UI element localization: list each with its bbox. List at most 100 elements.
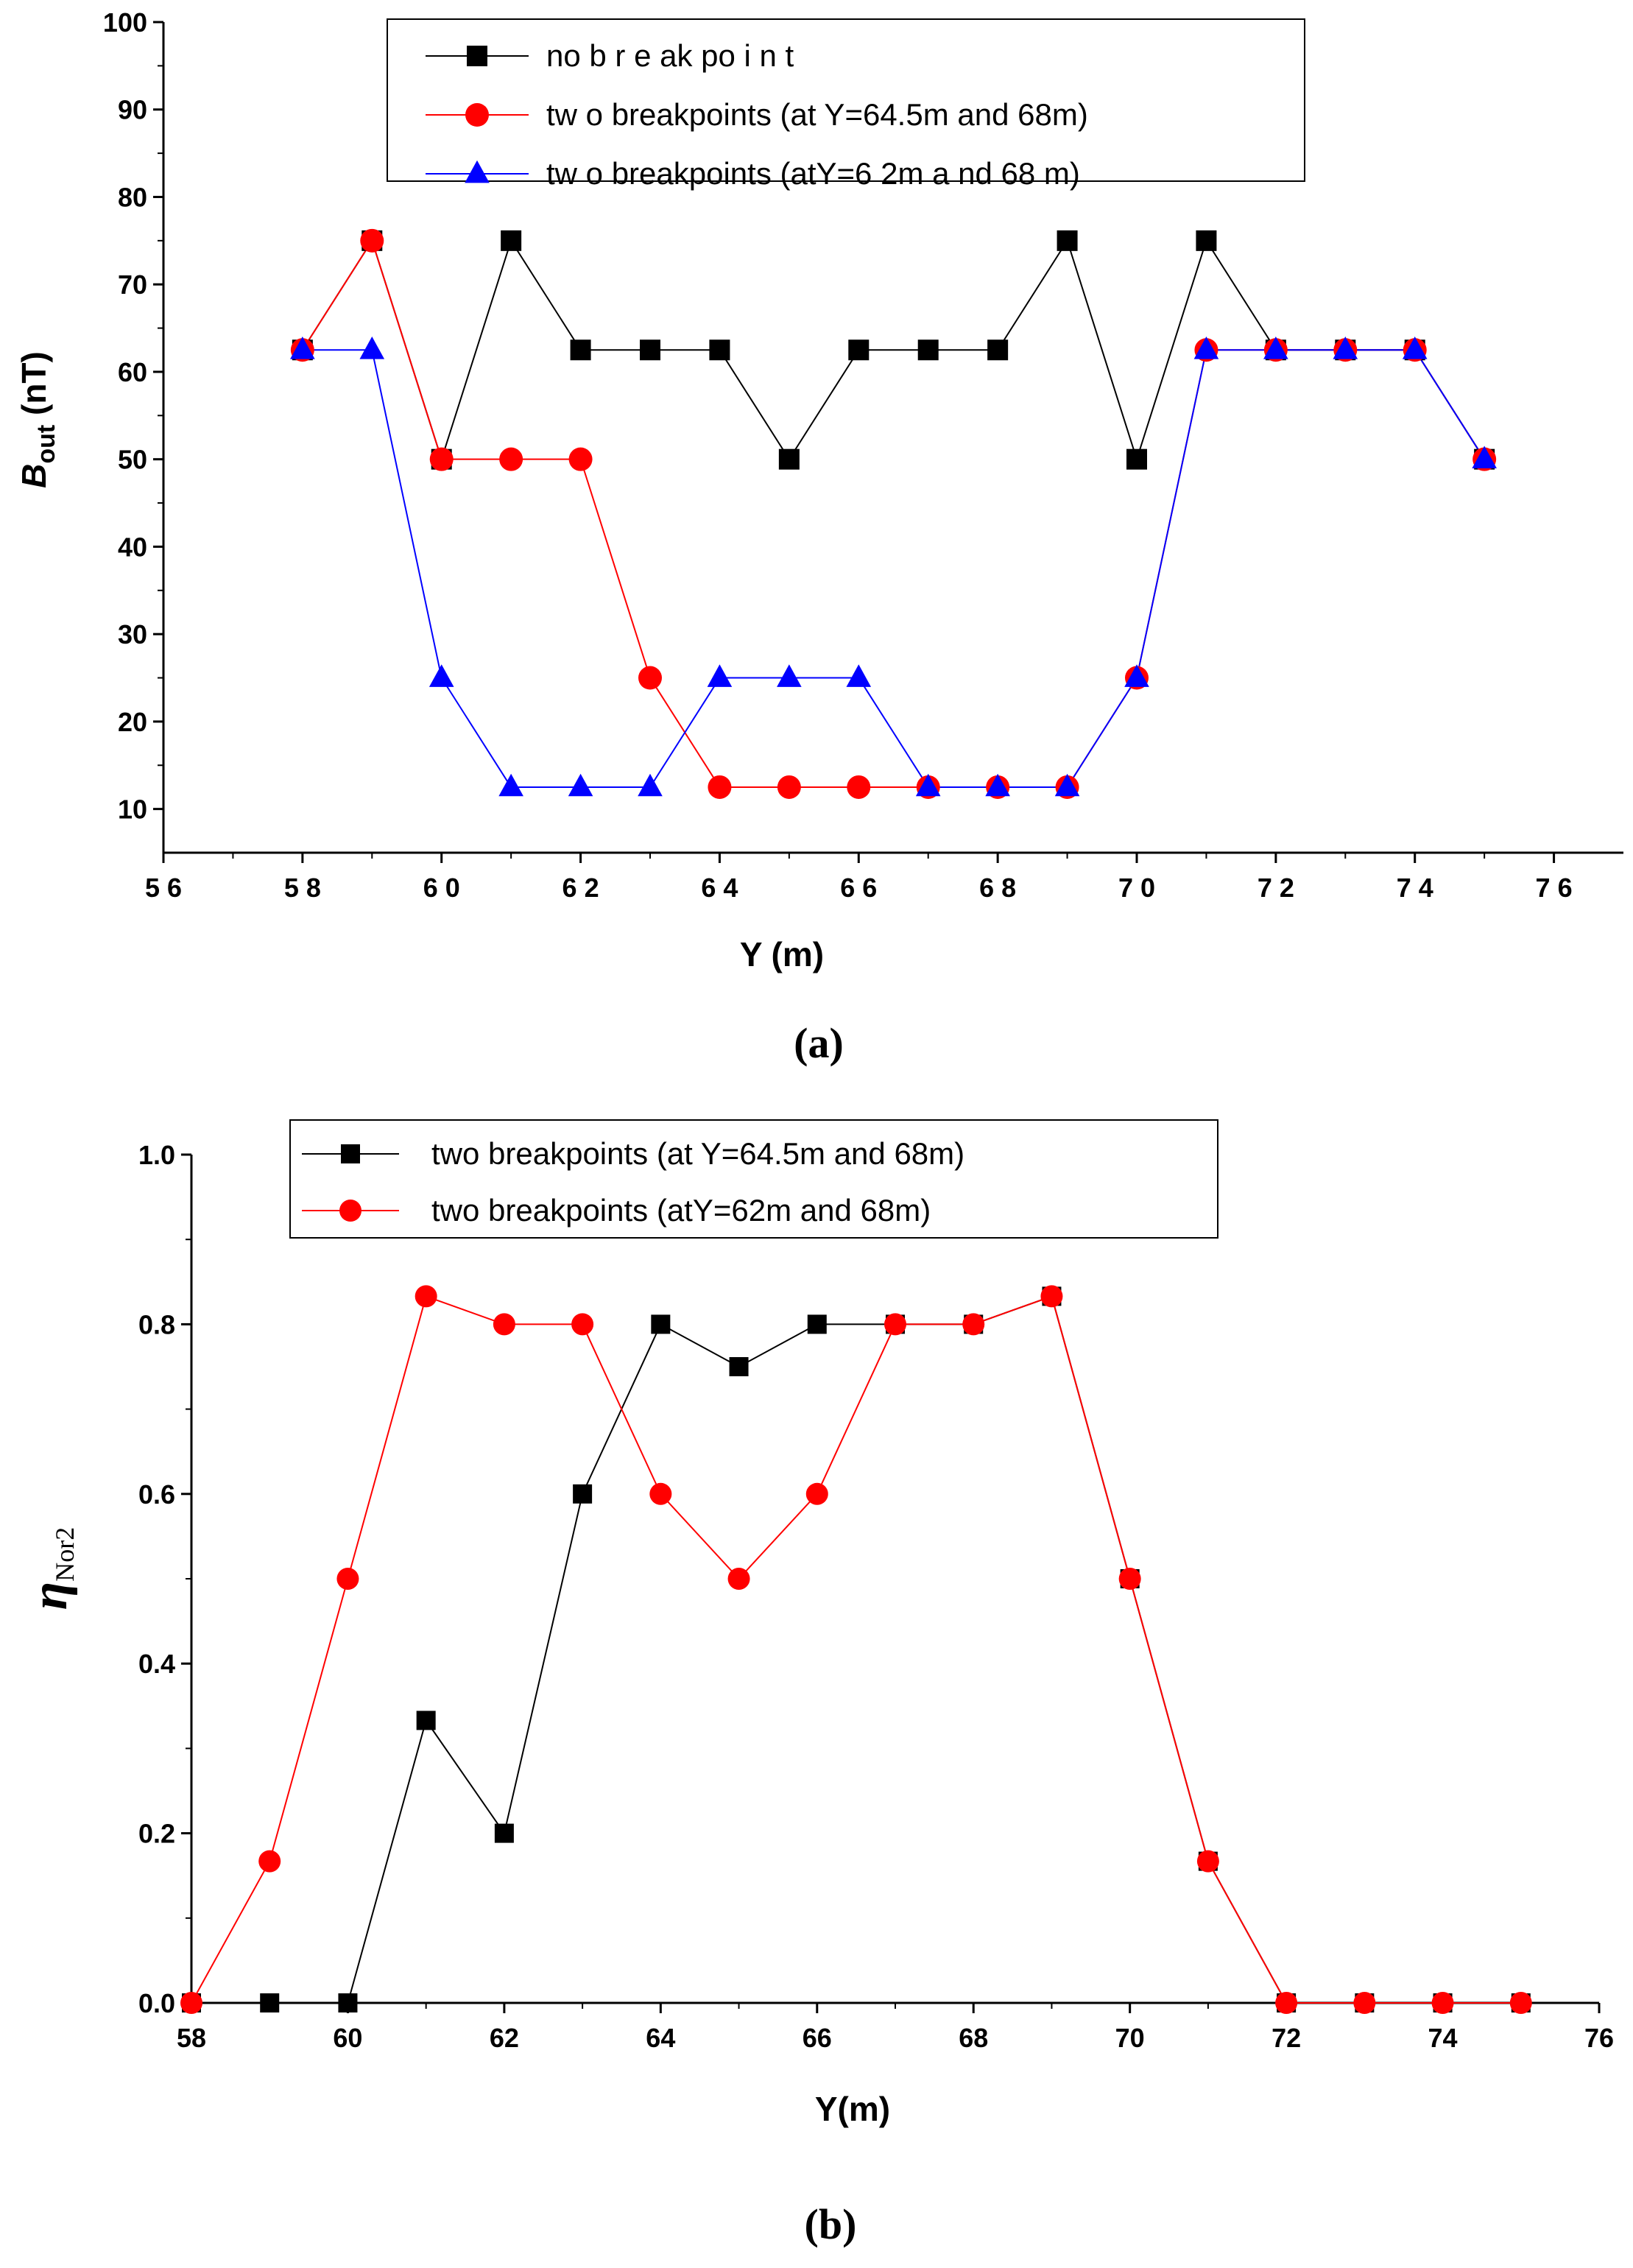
y-tick-label: 0.4 — [138, 1649, 175, 1679]
data-point-s2 — [1333, 337, 1358, 359]
y-tick-label: 80 — [118, 182, 147, 212]
x-tick-label: 7 6 — [1536, 873, 1573, 903]
data-point-s0 — [848, 339, 870, 361]
data-point-s0 — [570, 339, 591, 361]
data-point-s2 — [707, 664, 733, 687]
data-point-s1 — [649, 1482, 672, 1505]
axes-a — [162, 22, 1623, 854]
data-point-s0 — [778, 448, 800, 470]
y-tick-label: 50 — [118, 445, 147, 475]
y-tick-label: 40 — [118, 532, 147, 562]
data-point-s2 — [985, 773, 1010, 797]
series-b — [180, 1285, 1532, 2014]
data-point-s2 — [638, 773, 663, 797]
legend-label-0: no b r e ak po i n t — [546, 38, 794, 73]
data-point-s0 — [807, 1314, 827, 1334]
legend-b: two breakpoints (at Y=64.5m and 68m) two … — [289, 1119, 1218, 1239]
ticks-b: 58 60 62 64 66 68 70 72 74 76 0.0 0.2 0.4 0.6 0.8 1.0 — [138, 1140, 1614, 2053]
legend-label-1: tw o breakpoints (at Y=64.5m and 68m) — [546, 97, 1088, 132]
x-tick-label: 58 — [177, 2023, 206, 2053]
panel-label-b: (b) — [805, 2200, 857, 2248]
data-point-s1 — [1431, 1992, 1454, 2014]
x-tick-label: 6 0 — [423, 873, 460, 903]
x-axis-title-b: Y(m) — [815, 2090, 890, 2128]
data-point-s1 — [1118, 1568, 1141, 1590]
panel-label-a: (a) — [794, 1019, 844, 1067]
data-point-s2 — [1263, 337, 1288, 359]
data-point-s0 — [501, 230, 522, 251]
data-point-s1 — [805, 1482, 828, 1505]
legend-marker-1 — [339, 1200, 361, 1222]
data-point-s2 — [290, 337, 315, 359]
data-point-s1 — [429, 447, 454, 471]
x-tick-label: 70 — [1115, 2023, 1145, 2053]
chart-panel-b: 58 60 62 64 66 68 70 72 74 76 0.0 0.2 0.4 0.6 0.8 1.0 Y… — [21, 1119, 1614, 2248]
x-tick-label: 5 8 — [284, 873, 321, 903]
data-point-s1 — [1040, 1285, 1063, 1308]
y-axis-title-a-unit: (nT) — [15, 351, 53, 425]
data-point-s2 — [1402, 337, 1428, 359]
data-point-s1 — [415, 1285, 437, 1308]
y-axis-title-b-main: η — [21, 1582, 78, 1610]
data-point-s2 — [1054, 773, 1080, 797]
x-tick-label: 6 4 — [701, 873, 738, 903]
data-point-s1 — [1275, 1992, 1298, 2014]
y-tick-label: 60 — [118, 357, 147, 387]
legend-marker-0 — [341, 1144, 360, 1163]
data-point-s2 — [568, 773, 593, 797]
x-tick-label: 5 6 — [145, 873, 182, 903]
y-tick-label: 100 — [103, 7, 147, 38]
data-point-s1 — [1353, 1992, 1376, 2014]
data-point-s0 — [573, 1484, 593, 1504]
x-tick-label: 68 — [959, 2023, 988, 2053]
y-tick-label: 0.6 — [138, 1479, 175, 1510]
x-tick-label: 74 — [1428, 2023, 1458, 2053]
data-point-s1 — [708, 775, 732, 799]
data-point-s2 — [1193, 337, 1219, 359]
y-tick-label: 0.0 — [138, 1988, 175, 2018]
legend-marker-0 — [467, 46, 487, 66]
data-point-s1 — [499, 447, 523, 471]
x-tick-label: 66 — [803, 2023, 832, 2053]
series-a — [290, 228, 1497, 799]
x-tick-label: 62 — [490, 2023, 519, 2053]
series-line-2 — [302, 349, 1485, 788]
x-tick-label: 64 — [646, 2023, 675, 2053]
y-axis-title-b-sub: Nor2 — [50, 1527, 80, 1582]
data-point-s0 — [1196, 230, 1217, 251]
data-point-s0 — [338, 1993, 358, 2012]
x-tick-label: 7 2 — [1258, 873, 1294, 903]
data-point-s2 — [498, 773, 523, 797]
data-point-s1 — [571, 1313, 594, 1336]
x-tick-label: 6 8 — [979, 873, 1016, 903]
data-point-s2 — [428, 664, 454, 687]
y-tick-label: 30 — [118, 619, 147, 649]
data-point-s2 — [1472, 446, 1497, 469]
y-tick-label: 70 — [118, 270, 147, 300]
x-tick-label: 7 0 — [1118, 873, 1155, 903]
y-tick-label: 0.2 — [138, 1819, 175, 1849]
legend-box-a — [387, 18, 1305, 182]
data-point-s1 — [777, 775, 801, 799]
data-point-s1 — [847, 775, 871, 799]
data-point-s1 — [1196, 1850, 1219, 1873]
y-tick-label: 90 — [118, 95, 147, 125]
data-point-s2 — [777, 664, 802, 687]
data-point-s0 — [260, 1993, 280, 2012]
data-point-s0 — [651, 1314, 671, 1334]
data-point-s0 — [709, 339, 730, 361]
data-point-s0 — [1057, 230, 1078, 251]
legend-marker-1 — [465, 103, 489, 127]
y-tick-label: 10 — [118, 795, 147, 825]
ticks-a: 5 6 5 8 6 0 6 2 6 4 6 6 6 8 7 0 7 2 7 4 7 6 10 20 30 4… — [103, 7, 1573, 903]
series-line-0 — [191, 1295, 1521, 2004]
data-point-s0 — [729, 1357, 749, 1376]
data-point-s0 — [1126, 448, 1147, 470]
data-point-s2 — [846, 664, 872, 687]
legend-label-1: two breakpoints (atY=62m and 68m) — [431, 1193, 931, 1228]
data-point-s0 — [494, 1823, 514, 1843]
x-tick-label: 60 — [333, 2023, 362, 2053]
data-point-s1 — [962, 1313, 985, 1336]
axes-b — [190, 1155, 1599, 2004]
